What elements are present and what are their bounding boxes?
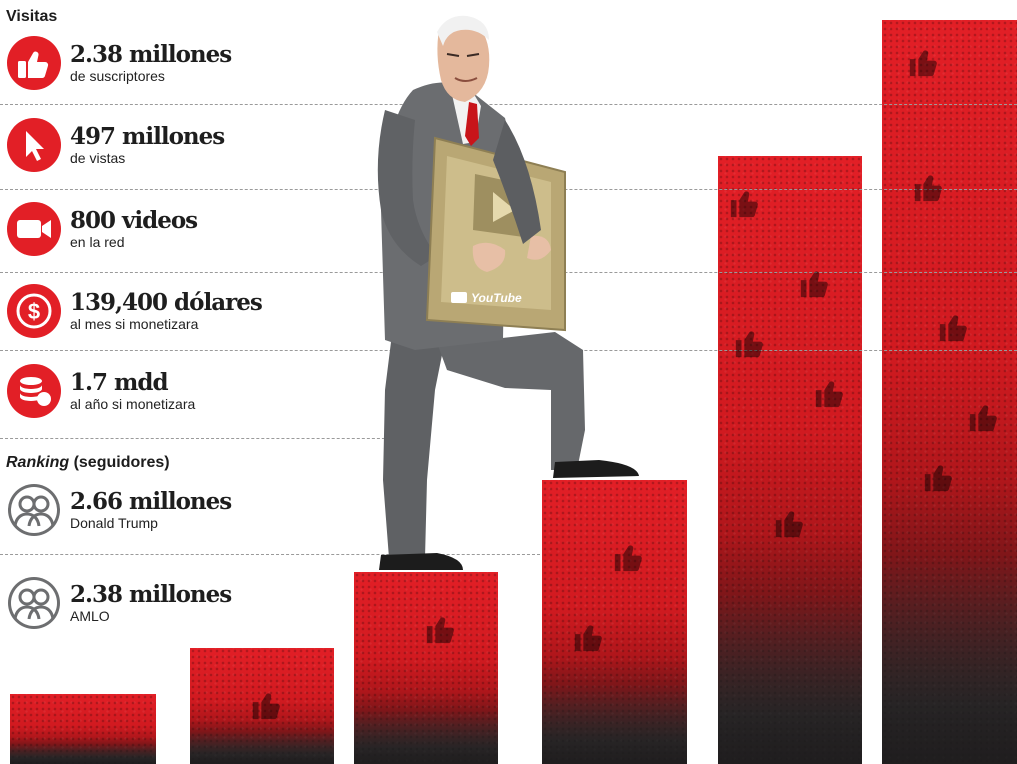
thumbs-up-icon <box>815 381 843 408</box>
bar-step-3 <box>354 572 498 764</box>
thumbs-up-icon <box>775 511 803 538</box>
shoe <box>379 553 463 570</box>
bar-step-4 <box>542 480 687 764</box>
stat-value: 139,400 dólares <box>70 288 263 316</box>
stat-yearly-income: 1.7 mdd al año si monetizara <box>6 363 195 419</box>
ranking-name: Donald Trump <box>70 514 158 531</box>
stat-videos: 800 videos en la red <box>6 201 198 257</box>
bar-step-1 <box>10 694 156 764</box>
bar-step-5 <box>718 156 862 764</box>
people-icon <box>8 484 60 536</box>
thumbs-up-icon <box>969 405 997 432</box>
ranking-heading-rest: (seguidores) <box>69 454 170 471</box>
thumbs-up-icon <box>614 545 642 572</box>
video-camera-icon <box>7 202 61 256</box>
stat-value: 497 millones <box>70 122 225 150</box>
people-icon <box>8 577 60 629</box>
tie <box>465 102 479 146</box>
thumbs-up-icon <box>800 271 828 298</box>
ranking-heading: Ranking (seguidores) <box>6 454 170 472</box>
shoe <box>553 460 639 478</box>
thumbs-up-icon <box>735 331 763 358</box>
thumbs-up-icon <box>574 625 602 652</box>
bar-step-6 <box>882 20 1017 764</box>
stat-value: 800 videos <box>70 206 198 234</box>
thumbs-up-icon <box>252 693 280 720</box>
stat-monthly-income: $ 139,400 dólares al mes si monetizara <box>6 283 263 339</box>
cursor-icon <box>7 118 61 172</box>
dollar-coin-icon: $ <box>7 284 61 338</box>
thumbs-up-icon <box>924 465 952 492</box>
stat-value: 2.38 millones <box>70 40 232 68</box>
man-with-youtube-plaque-illustration: YouTube <box>377 15 639 570</box>
ranking-entry: 2.38 millones AMLO <box>6 575 232 631</box>
thumbs-up-icon <box>909 50 937 77</box>
visitas-heading: Visitas <box>6 8 58 25</box>
ranking-value: 2.38 millones <box>70 580 232 608</box>
ranking-entry: 2.66 millones Donald Trump <box>6 482 232 538</box>
divider <box>0 438 400 439</box>
coin-stack-icon <box>7 364 61 418</box>
stat-value: 1.7 mdd <box>70 368 169 396</box>
stat-views: 497 millones de vistas <box>6 117 225 173</box>
bar-step-2 <box>190 648 334 764</box>
stat-caption: de vistas <box>70 149 126 166</box>
stat-caption: de suscriptores <box>70 67 165 84</box>
thumbs-up-icon <box>939 315 967 342</box>
thumbs-up-icon <box>730 191 758 218</box>
stat-caption: al mes si monetizara <box>70 315 199 332</box>
stat-caption: al año si monetizara <box>70 395 196 412</box>
stat-subscribers: 2.38 millones de suscriptores <box>6 35 232 91</box>
divider <box>0 554 540 555</box>
svg-text:$: $ <box>28 299 40 324</box>
thumbs-up-icon <box>914 175 942 202</box>
ranking-value: 2.66 millones <box>70 487 232 515</box>
head <box>437 15 490 102</box>
ranking-heading-italic: Ranking <box>6 454 70 471</box>
ranking-name: AMLO <box>70 607 110 624</box>
stat-caption: en la red <box>70 233 125 250</box>
divider <box>0 104 1017 105</box>
thumbs-up-icon <box>426 617 454 644</box>
thumbs-up-icon <box>7 36 61 90</box>
plaque-label: YouTube <box>471 291 522 305</box>
